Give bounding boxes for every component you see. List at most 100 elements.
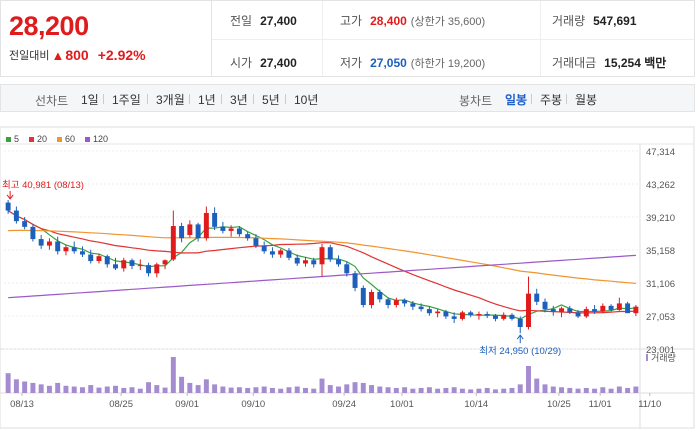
- stat-value: 15,254 백만: [604, 56, 667, 70]
- y-tick-label: 23,001: [646, 345, 675, 356]
- stat-label: 전일: [230, 14, 253, 28]
- candle-body: [435, 311, 441, 314]
- legend-label: 60: [65, 134, 76, 144]
- change-row: 전일대비 ▲ 800 +2.92%: [9, 47, 146, 63]
- candle-body: [212, 213, 218, 227]
- stat-value: 27,050: [370, 56, 407, 70]
- annotation-high-arrowhead: [6, 194, 14, 200]
- candle-body: [534, 293, 540, 302]
- candle-body: [402, 300, 408, 304]
- stat-value: 27,400: [260, 56, 297, 70]
- volume-bar: [203, 379, 209, 393]
- stat-label: 거래대금: [552, 56, 597, 70]
- y-tick-label: 43,262: [646, 180, 675, 191]
- volume-bar: [228, 387, 234, 393]
- volume-bar: [162, 387, 168, 393]
- candle-button-daily[interactable]: 일봉: [505, 93, 528, 107]
- candle-body: [228, 228, 234, 231]
- candle-body: [600, 305, 606, 312]
- volume-bar: [468, 389, 474, 393]
- candle-button-weekly[interactable]: 주봉: [540, 93, 563, 107]
- volume-bar: [212, 384, 218, 393]
- legend-swatch: [85, 136, 91, 142]
- change-percent: +2.92%: [97, 47, 146, 63]
- annotation-high: 최고 40,981 (08/13): [2, 180, 84, 191]
- volume-bar: [96, 387, 102, 393]
- volume-bar: [220, 386, 226, 393]
- candle-body: [195, 224, 201, 239]
- candle-body: [509, 314, 515, 319]
- candle-body: [484, 313, 490, 316]
- ma60-line: [8, 229, 636, 284]
- candle-body: [451, 316, 457, 319]
- volume-bar: [46, 385, 52, 393]
- stat-prev-close: 전일 27,400: [230, 12, 297, 29]
- volume-bar: [418, 387, 424, 393]
- chart-axes: 47,314 43,262 39,210 35,158 31,106 27,053 23,0…: [10, 147, 676, 410]
- volume-bar: [501, 388, 507, 393]
- candle-button-monthly[interactable]: 월봉: [575, 93, 598, 107]
- price-summary: 28,200 전일대비 ▲ 800 +2.92%: [0, 0, 211, 77]
- volume-bar: [492, 389, 498, 393]
- period-button-1d[interactable]: 1일: [81, 93, 99, 107]
- stat-open: 시가 27,400: [230, 54, 297, 71]
- candle-body: [253, 238, 259, 246]
- legend-ma5: 5: [6, 134, 19, 144]
- chart-legend: 5 20 60 120: [6, 134, 108, 144]
- legend-label: 5: [14, 134, 20, 144]
- separator: [253, 94, 254, 104]
- candle-body: [220, 226, 226, 231]
- y-tick-label: 35,158: [646, 246, 675, 257]
- volume-bars: [5, 357, 639, 393]
- chart-grid: [0, 126, 695, 429]
- x-tick-label: 09/01: [175, 399, 199, 410]
- volume-bar: [113, 385, 118, 393]
- period-button-3m[interactable]: 3개월: [156, 93, 185, 107]
- separator: [566, 94, 567, 104]
- volume-bar: [509, 387, 515, 393]
- candle-body: [625, 303, 631, 314]
- candle-body: [104, 256, 110, 265]
- candle-body: [542, 301, 548, 310]
- stock-chart[interactable]: 최고 40,981 (08/13) 최저 24,950 (10/29) 47,31…: [0, 125, 695, 429]
- legend-label: 120: [93, 134, 109, 144]
- candle-body: [501, 314, 507, 319]
- candle-body: [369, 292, 375, 306]
- candle-body: [79, 251, 85, 255]
- candle-body: [63, 247, 69, 252]
- volume-bar: [63, 385, 69, 393]
- volume-bar: [303, 387, 308, 393]
- candle-body: [294, 257, 300, 264]
- volume-bar: [344, 384, 350, 393]
- volume-bar: [534, 378, 540, 393]
- period-button-10y[interactable]: 10년: [294, 93, 319, 107]
- candle-body: [352, 273, 358, 288]
- volume-bar: [377, 386, 383, 393]
- candle-body: [303, 260, 308, 264]
- volume-bar: [476, 388, 482, 393]
- candle-body: [327, 247, 333, 260]
- legend-ma20: 20: [29, 134, 47, 144]
- candle-body: [385, 299, 391, 306]
- volume-bar: [352, 382, 358, 393]
- chart-annotations: 최고 40,981 (08/13) 최저 24,950 (10/29): [2, 180, 561, 357]
- candle-body: [360, 287, 366, 306]
- candle-body: [236, 228, 242, 235]
- candle-body: [187, 224, 193, 235]
- x-tick-label: 09/24: [332, 399, 356, 410]
- period-button-1w[interactable]: 1주일: [112, 93, 141, 107]
- volume-bar: [451, 387, 457, 393]
- candle-body: [269, 251, 275, 255]
- period-button-3y[interactable]: 3년: [230, 93, 248, 107]
- x-tick-label: 11/01: [589, 399, 612, 410]
- period-button-1y[interactable]: 1년: [198, 93, 216, 107]
- y-tick-label: 27,053: [646, 312, 675, 323]
- stat-volume: 거래량 547,691: [552, 12, 637, 29]
- period-button-5y[interactable]: 5년: [262, 93, 280, 107]
- candle-body: [96, 256, 102, 262]
- candle-body: [468, 312, 474, 315]
- annotation-low-arrowhead: [516, 334, 524, 340]
- volume-legend-swatch: [646, 354, 648, 361]
- candle-body: [88, 254, 94, 262]
- candle-body: [426, 309, 432, 314]
